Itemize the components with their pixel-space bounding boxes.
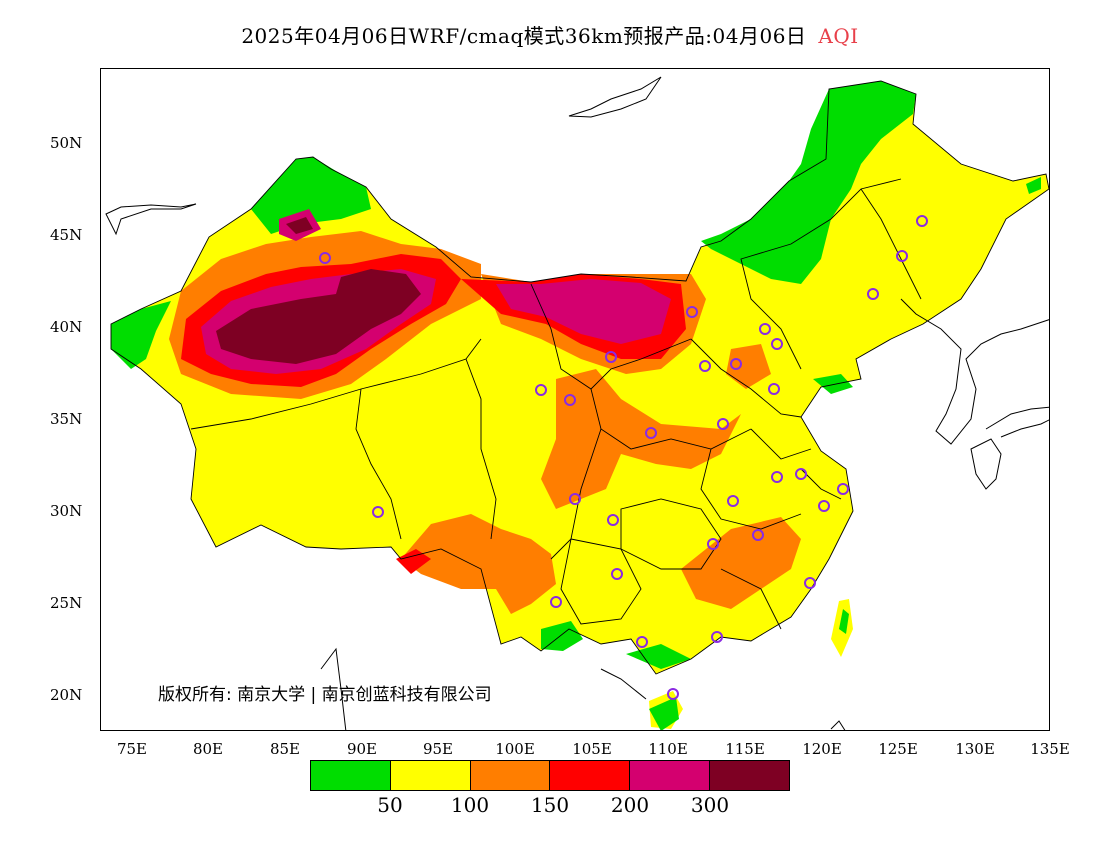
china-aqi-field [105,76,1049,730]
green-northeast [701,81,916,284]
orange-east [726,344,771,389]
lat-label-45n: 45N [50,226,83,244]
lon-label-110e: 110E [648,740,688,758]
copyright-text: 版权所有: 南京大学 | 南京创蓝科技有限公司 [158,685,492,705]
legend-swatch-hazardous [710,761,789,790]
green-east [1026,177,1041,194]
orange-central [541,369,741,509]
province-borders [110,80,1049,675]
title-main: 2025年04月06日WRF/cmaq模式36km预报产品:04月06日 [241,24,807,48]
legend-label-50: 50 [377,793,403,817]
lat-label-50n: 50N [50,134,83,152]
legend-swatch-moderate [390,761,471,790]
legend-swatch-sensitive [470,761,551,790]
hainan-green [649,697,679,730]
lon-label-100e: 100E [495,740,535,758]
legend-swatch-very-unhealthy [630,761,711,790]
legend-swatch-unhealthy [550,761,631,790]
taiwan-green [839,609,849,634]
purple-north [496,279,671,344]
maroon-spot [286,217,313,234]
green-west [111,301,171,369]
legend-swatch-good [311,761,391,790]
lat-label-30n: 30N [50,502,83,520]
aqi-map [100,68,1050,731]
green-shandong [813,374,853,394]
red-south [396,549,431,574]
title-variable: AQI [818,24,859,48]
legend-label-100: 100 [450,793,490,817]
lat-label-20n: 20N [50,686,83,704]
green-south [626,644,691,669]
legend-label-150: 150 [530,793,570,817]
aqi-legend [310,760,790,791]
lon-label-90e: 90E [346,740,378,758]
lat-label-35n: 35N [50,410,83,428]
lon-label-80e: 80E [192,740,224,758]
green-yunnan [541,621,583,651]
coastlines [105,76,1049,730]
map-title: 2025年04月06日WRF/cmaq模式36km预报产品:04月06日 AQI [0,20,1100,49]
legend-label-300: 300 [690,793,730,817]
lat-label-40n: 40N [50,318,83,336]
lon-label-115e: 115E [725,740,765,758]
lon-label-95e: 95E [422,740,454,758]
lon-label-75e: 75E [116,740,148,758]
lon-label-85e: 85E [269,740,301,758]
lon-label-135e: 135E [1030,740,1070,758]
lat-label-25n: 25N [50,594,83,612]
lon-label-125e: 125E [878,740,918,758]
lon-label-130e: 130E [955,740,995,758]
orange-southwest [401,514,556,614]
station-markers [319,215,928,700]
maroon-northwest [216,269,421,364]
legend-label-200: 200 [610,793,650,817]
lon-label-120e: 120E [802,740,842,758]
orange-southcentral [681,517,801,609]
lon-label-105e: 105E [572,740,612,758]
